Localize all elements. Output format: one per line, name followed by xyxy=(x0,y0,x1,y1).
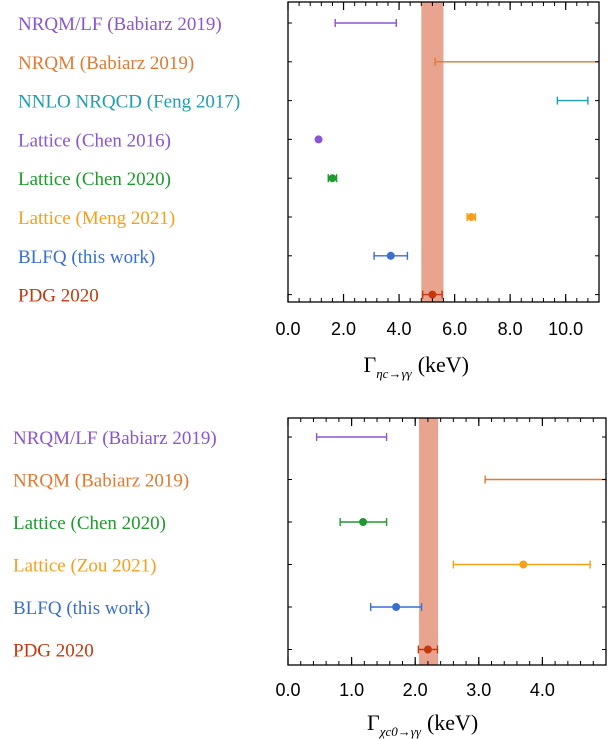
row-label: PDG 2020 xyxy=(13,641,94,662)
row-label: Lattice (Meng 2021) xyxy=(18,208,175,229)
x-tick-label: 0.0 xyxy=(275,680,300,700)
row-label: Lattice (Chen 2016) xyxy=(18,130,171,151)
x-tick-label: 2.0 xyxy=(403,680,428,700)
row-label: Lattice (Chen 2020) xyxy=(13,513,166,534)
x-tick-label: 10.0 xyxy=(548,319,583,339)
pdg-band xyxy=(421,2,444,302)
x-tick-label: 4.0 xyxy=(387,319,412,339)
data-point xyxy=(386,251,395,260)
x-tick-label: 3.0 xyxy=(466,680,491,700)
row-label: NRQM/LF (Babiarz 2019) xyxy=(18,14,222,35)
data-point xyxy=(314,135,323,144)
panel-chi-c0: NRQM/LF (Babiarz 2019) NRQM (Babiarz 2019… xyxy=(13,417,607,739)
row-label: NRQM/LF (Babiarz 2019) xyxy=(13,428,217,449)
x-axis-title-subscript: χc0→γγ xyxy=(378,724,422,739)
pdg-band xyxy=(419,418,439,665)
data-point xyxy=(328,174,337,183)
data-point xyxy=(428,290,437,299)
row-label: NRQM (Babiarz 2019) xyxy=(18,53,194,74)
row-label: NRQM (Babiarz 2019) xyxy=(13,471,189,492)
x-axis-title-symbol: Γ xyxy=(367,710,380,735)
x-axis-title-unit: (keV) xyxy=(427,710,478,735)
row-label: Lattice (Zou 2021) xyxy=(13,556,157,577)
panel-eta-c: NRQM/LF (Babiarz 2019) NRQM (Babiarz 2019… xyxy=(18,1,600,381)
data-point xyxy=(359,518,368,526)
row-label: NNLO NRQCD (Feng 2017) xyxy=(18,92,240,113)
x-tick-label: 6.0 xyxy=(442,319,467,339)
x-tick-label: 8.0 xyxy=(498,319,523,339)
plot-frame xyxy=(287,417,607,666)
x-axis-title-subscript: ηc→γγ xyxy=(376,366,412,381)
x-axis-title-symbol: Γ xyxy=(364,352,377,377)
x-tick-label: 1.0 xyxy=(339,680,364,700)
x-axis-title: Γηc→γγ (keV) xyxy=(364,352,470,381)
data-point xyxy=(519,560,528,569)
x-tick-label: 0.0 xyxy=(275,319,300,339)
row-label: Lattice (Chen 2020) xyxy=(18,169,171,190)
data-point xyxy=(467,213,476,221)
x-axis-title: Γχc0→γγ (keV) xyxy=(367,710,478,739)
data-point xyxy=(423,645,432,654)
row-label: PDG 2020 xyxy=(18,286,99,307)
x-tick-label: 4.0 xyxy=(530,680,555,700)
row-label: BLFQ (this work) xyxy=(18,247,155,268)
x-tick-label: 2.0 xyxy=(331,319,356,339)
x-axis-title-unit: (keV) xyxy=(418,352,469,377)
data-point xyxy=(392,603,401,611)
row-label: BLFQ (this work) xyxy=(13,598,150,619)
